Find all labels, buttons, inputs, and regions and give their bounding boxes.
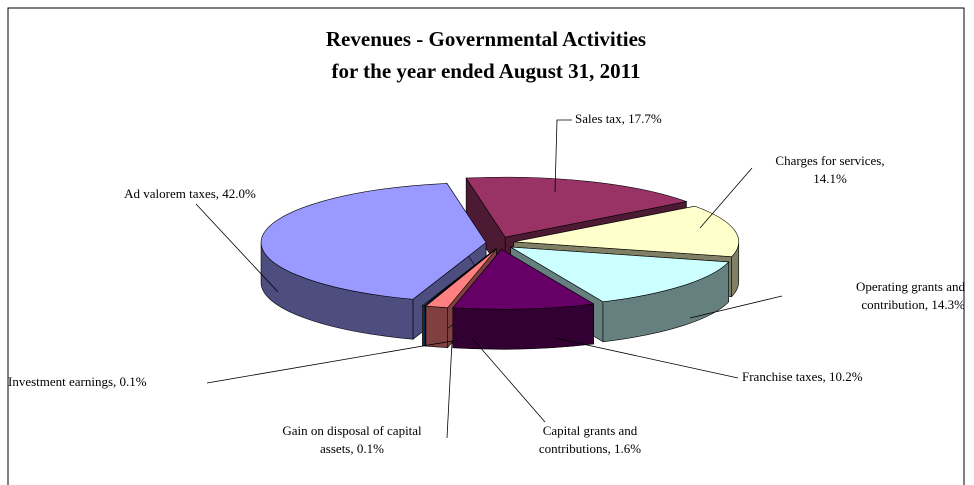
data-label-line: Capital grants and [543, 423, 638, 438]
data-label-line: assets, 0.1% [320, 441, 384, 456]
leader-line [195, 203, 279, 293]
leader-line [699, 167, 753, 229]
data-label: Charges for services, 14.1% [775, 153, 884, 186]
chart-subtitle: for the year ended August 31, 2011 [332, 59, 641, 83]
leader-line [554, 119, 572, 193]
data-label-line: contribution, 14.3% [861, 297, 965, 312]
data-label: Ad valorem taxes, 42.0% [124, 186, 256, 201]
data-label-line: 14.1% [813, 171, 847, 186]
data-label-line: Sales tax, 17.7% [575, 111, 662, 126]
data-label-line: Operating grants and [856, 279, 966, 294]
data-label: Gain on disposal of capital assets, 0.1% [282, 423, 422, 456]
data-label-line: Gain on disposal of capital [282, 423, 422, 438]
slice-top [260, 183, 487, 300]
data-label-line: Charges for services, [775, 153, 884, 168]
chart-title: Revenues - Governmental Activities [326, 27, 646, 51]
slice-top [425, 248, 497, 308]
data-label-line: contributions, 1.6% [539, 441, 641, 456]
leader-line [554, 337, 739, 379]
slice-top [510, 246, 730, 303]
data-label: Franchise taxes, 10.2% [742, 369, 863, 384]
data-label: Investment earnings, 0.1% [8, 374, 147, 389]
slice [452, 248, 595, 350]
slice-side [452, 303, 594, 350]
data-label: Capital grants and contributions, 1.6% [539, 423, 641, 456]
slice-top [423, 248, 496, 307]
slice-top [465, 176, 688, 238]
leader-line [206, 339, 459, 384]
slice-top [452, 248, 595, 310]
slice-side [423, 305, 426, 347]
leader-line [689, 295, 783, 319]
leader-line [446, 341, 453, 439]
slice-top [513, 205, 739, 257]
data-label: Operating grants and contribution, 14.3% [856, 279, 966, 312]
data-label-line: Investment earnings, 0.1% [8, 374, 147, 389]
slice-side [425, 305, 448, 348]
leader-line [471, 337, 546, 423]
data-label: Sales tax, 17.7% [575, 111, 662, 126]
slice [260, 182, 487, 340]
data-label-line: Ad valorem taxes, 42.0% [124, 186, 256, 201]
data-label-line: Franchise taxes, 10.2% [742, 369, 863, 384]
